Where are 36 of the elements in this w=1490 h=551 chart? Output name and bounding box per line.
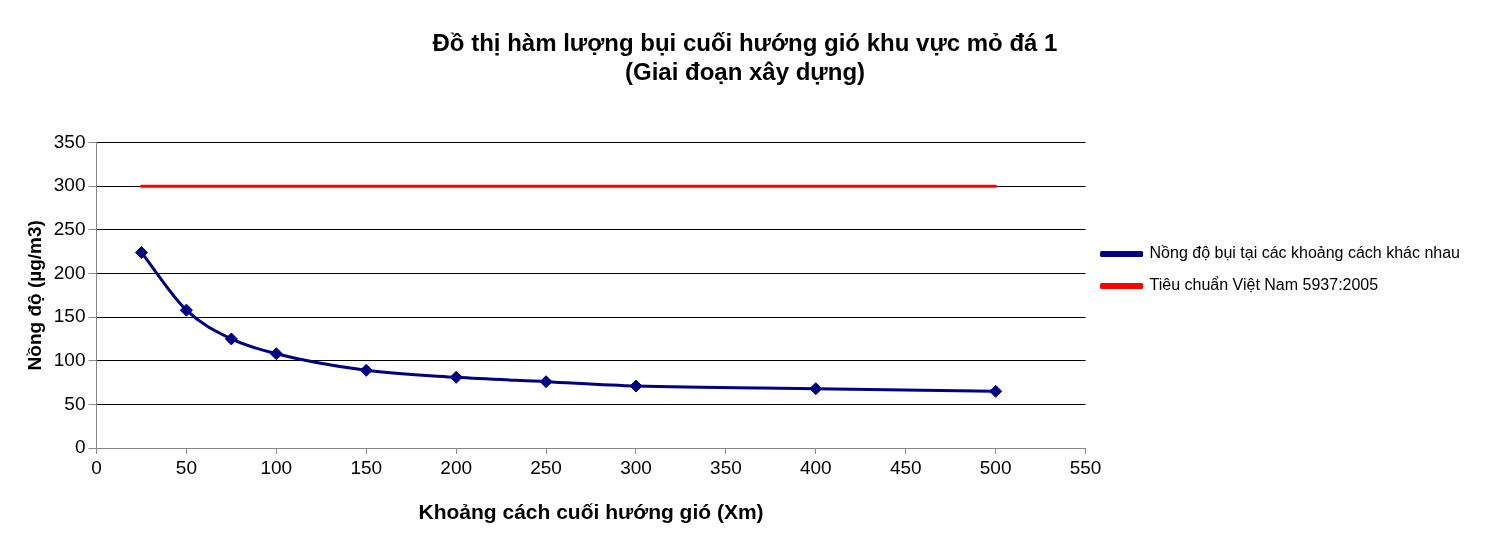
x-tick-label: 550	[1069, 456, 1102, 478]
y-tick-label: 200	[53, 261, 86, 283]
point	[539, 375, 553, 389]
y-tick-label: 250	[53, 218, 86, 240]
y-tick-label: 150	[53, 305, 86, 327]
y-axis-title: Nồng độ (µg/m3)	[23, 220, 45, 371]
legend-label: Tiêu chuẩn Việt Nam 5937:2005	[1149, 276, 1379, 294]
text: Đồ thị hàm lượng bụi cuối hướng gió khu vực mỏ đá 1	[432, 29, 1058, 57]
x-tick-label: 500	[979, 456, 1012, 478]
x-tick-label: 400	[799, 456, 832, 478]
x-tick-label: 200	[440, 456, 473, 478]
text: (Giai đoạn xây dựng)	[624, 57, 866, 85]
point	[224, 332, 238, 346]
point	[809, 382, 823, 396]
x-axis-title: Khoảng cách cuối hướng gió (Xm)	[418, 500, 764, 524]
point	[134, 246, 148, 260]
x-tick-label: 350	[710, 456, 742, 478]
y-tick-label: 50	[64, 392, 86, 414]
x-tick-label: 100	[260, 456, 293, 478]
x-tick-label: 300	[620, 456, 652, 478]
point	[359, 363, 373, 377]
point	[989, 384, 1003, 398]
y-tick-label: 300	[53, 174, 86, 196]
x-tick-label: 150	[350, 456, 383, 478]
point	[179, 303, 193, 317]
x-tick-label: 0	[91, 456, 102, 478]
y-tick-label: 0	[74, 436, 86, 458]
point	[629, 379, 643, 393]
x-tick-label: 50	[175, 456, 197, 478]
y-tick-label: 350	[53, 130, 86, 152]
point	[449, 370, 463, 384]
x-tick-label: 450	[889, 456, 922, 478]
y-tick-label: 100	[53, 348, 86, 370]
x-tick-label: 250	[530, 456, 562, 478]
point	[269, 347, 283, 361]
legend-label: Nồng độ bụi tại các khoảng cách khác nhau	[1149, 244, 1460, 262]
